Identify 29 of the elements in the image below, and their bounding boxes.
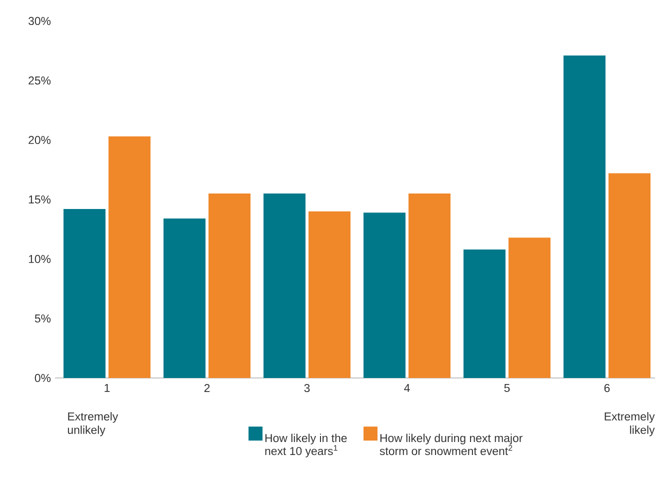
legend-label: How likely in the next 10 years$^{1}$ (265, 434, 347, 458)
x-tick-label: 4 (404, 384, 410, 392)
bar (164, 218, 206, 378)
bar (308, 211, 351, 378)
bar (108, 136, 151, 378)
legend-label: How likely during next major storm or snowment event$^{2}$ (380, 434, 523, 456)
bar (408, 194, 451, 378)
y-tick-label: 25% (28, 76, 51, 85)
y-tick-label: 0% (34, 374, 51, 382)
y-tick-label: 20% (28, 136, 51, 144)
bar (464, 249, 506, 378)
x-tick-label: 1 (104, 384, 110, 392)
bar (608, 173, 650, 378)
y-tick-label: 30% (28, 16, 51, 26)
bar (564, 55, 606, 378)
text: Extremely likely (604, 412, 655, 436)
x-tick-label: 5 (504, 384, 510, 392)
y-tick-label: 5% (34, 314, 51, 323)
x-tick-label: 3 (304, 384, 310, 392)
text: Extremely unlikely (68, 412, 118, 436)
bar (64, 209, 106, 378)
y-tick-label: 15% (28, 195, 51, 204)
bar (208, 194, 251, 378)
y-tick-label: 10% (28, 254, 51, 264)
x-tick-label: 2 (204, 384, 210, 392)
x-tick-label: 6 (604, 384, 610, 392)
bar (264, 194, 306, 378)
bar (508, 238, 550, 378)
bar (364, 212, 406, 378)
